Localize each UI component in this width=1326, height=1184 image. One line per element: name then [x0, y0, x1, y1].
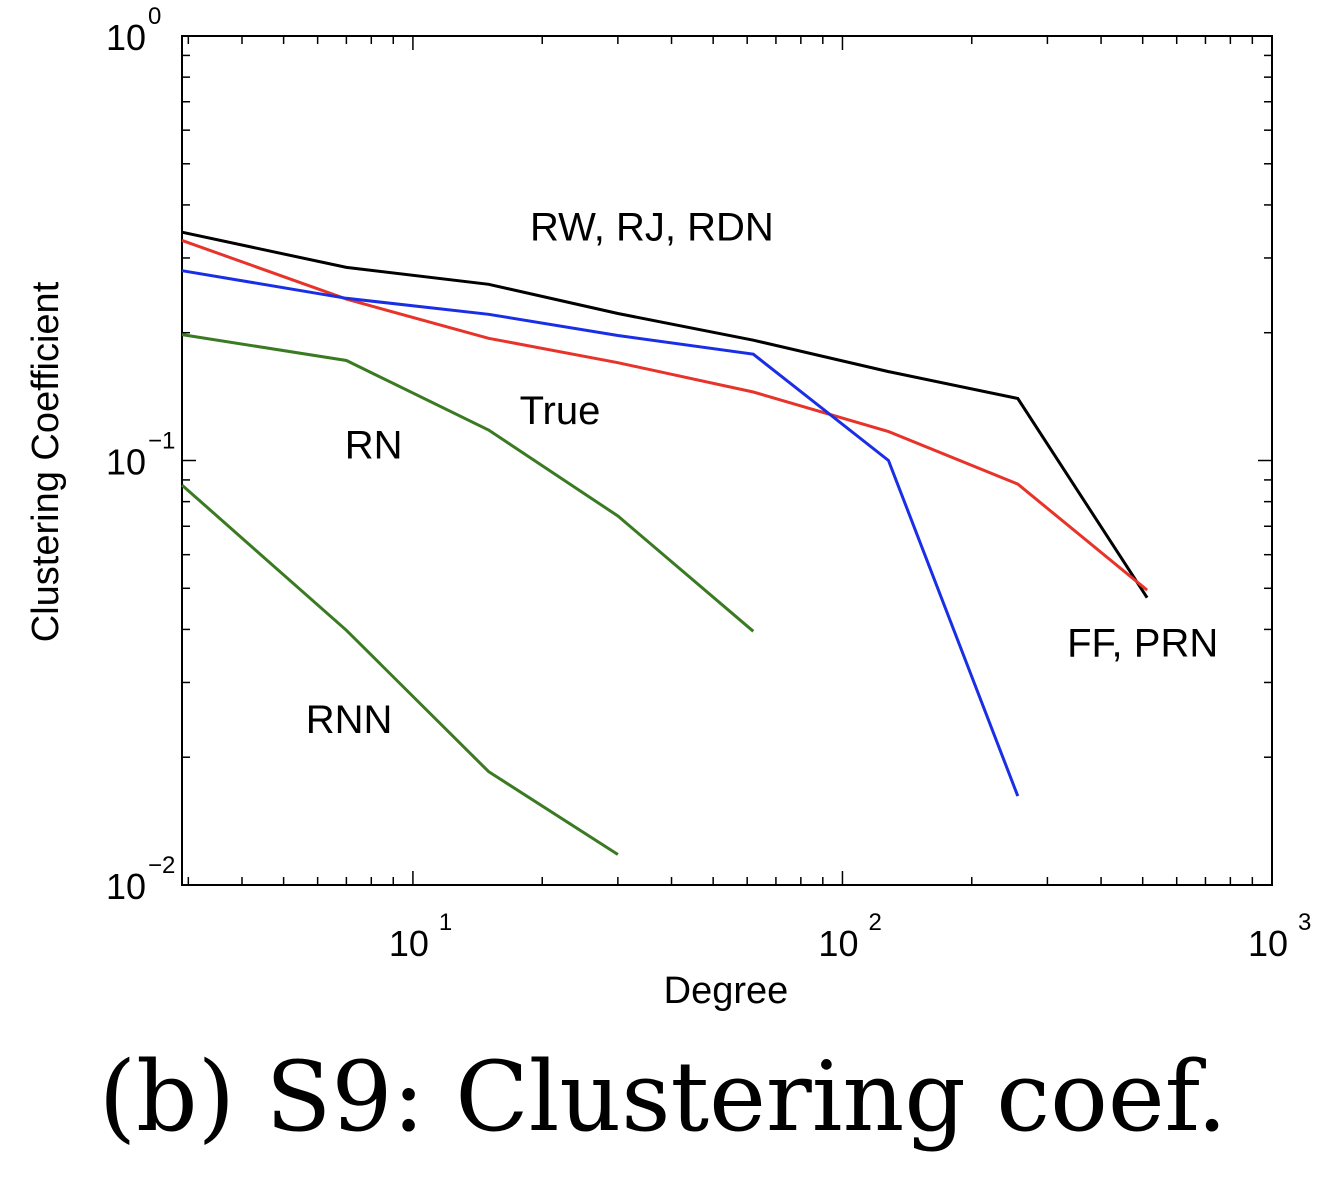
- y-tick-label: 10: [106, 17, 146, 58]
- x-tick-label: 10: [1248, 923, 1288, 964]
- axis-ticks: [182, 35, 1273, 886]
- y-tick-label-exponent: 0: [148, 3, 161, 30]
- annotations: RW, RJ, RDN True RN FF, PRN RNN: [306, 205, 1219, 742]
- series-line-5: [181, 483, 619, 856]
- x-tick-label: 10: [818, 923, 858, 964]
- series-group: [181, 230, 1149, 856]
- series-line-1: [181, 230, 1149, 599]
- x-axis-label: Degree: [664, 970, 789, 1012]
- series-line-4: [181, 333, 755, 633]
- series-line-3: [181, 269, 1020, 797]
- series-annotation: RW, RJ, RDN: [530, 205, 774, 249]
- series-line-2: [181, 238, 1149, 592]
- x-tick-label-exponent: 2: [868, 909, 881, 936]
- series-annotation: RNN: [306, 698, 393, 742]
- series-annotation: FF, PRN: [1067, 622, 1218, 666]
- y-tick-label-exponent: −1: [148, 428, 175, 455]
- x-tick-label: 10: [389, 923, 429, 964]
- x-tick-label-exponent: 3: [1298, 909, 1311, 936]
- figure-caption: (b) S9: Clustering coef.: [98, 1041, 1228, 1153]
- series-annotation: RN: [345, 424, 403, 468]
- x-tick-label-exponent: 1: [439, 909, 452, 936]
- y-tick-label: 10: [106, 442, 146, 483]
- y-tick-label: 10: [106, 866, 146, 907]
- y-axis-label: Clustering Coefficient: [25, 281, 67, 642]
- series-annotation: True: [520, 389, 601, 433]
- y-tick-label-exponent: −2: [148, 852, 175, 879]
